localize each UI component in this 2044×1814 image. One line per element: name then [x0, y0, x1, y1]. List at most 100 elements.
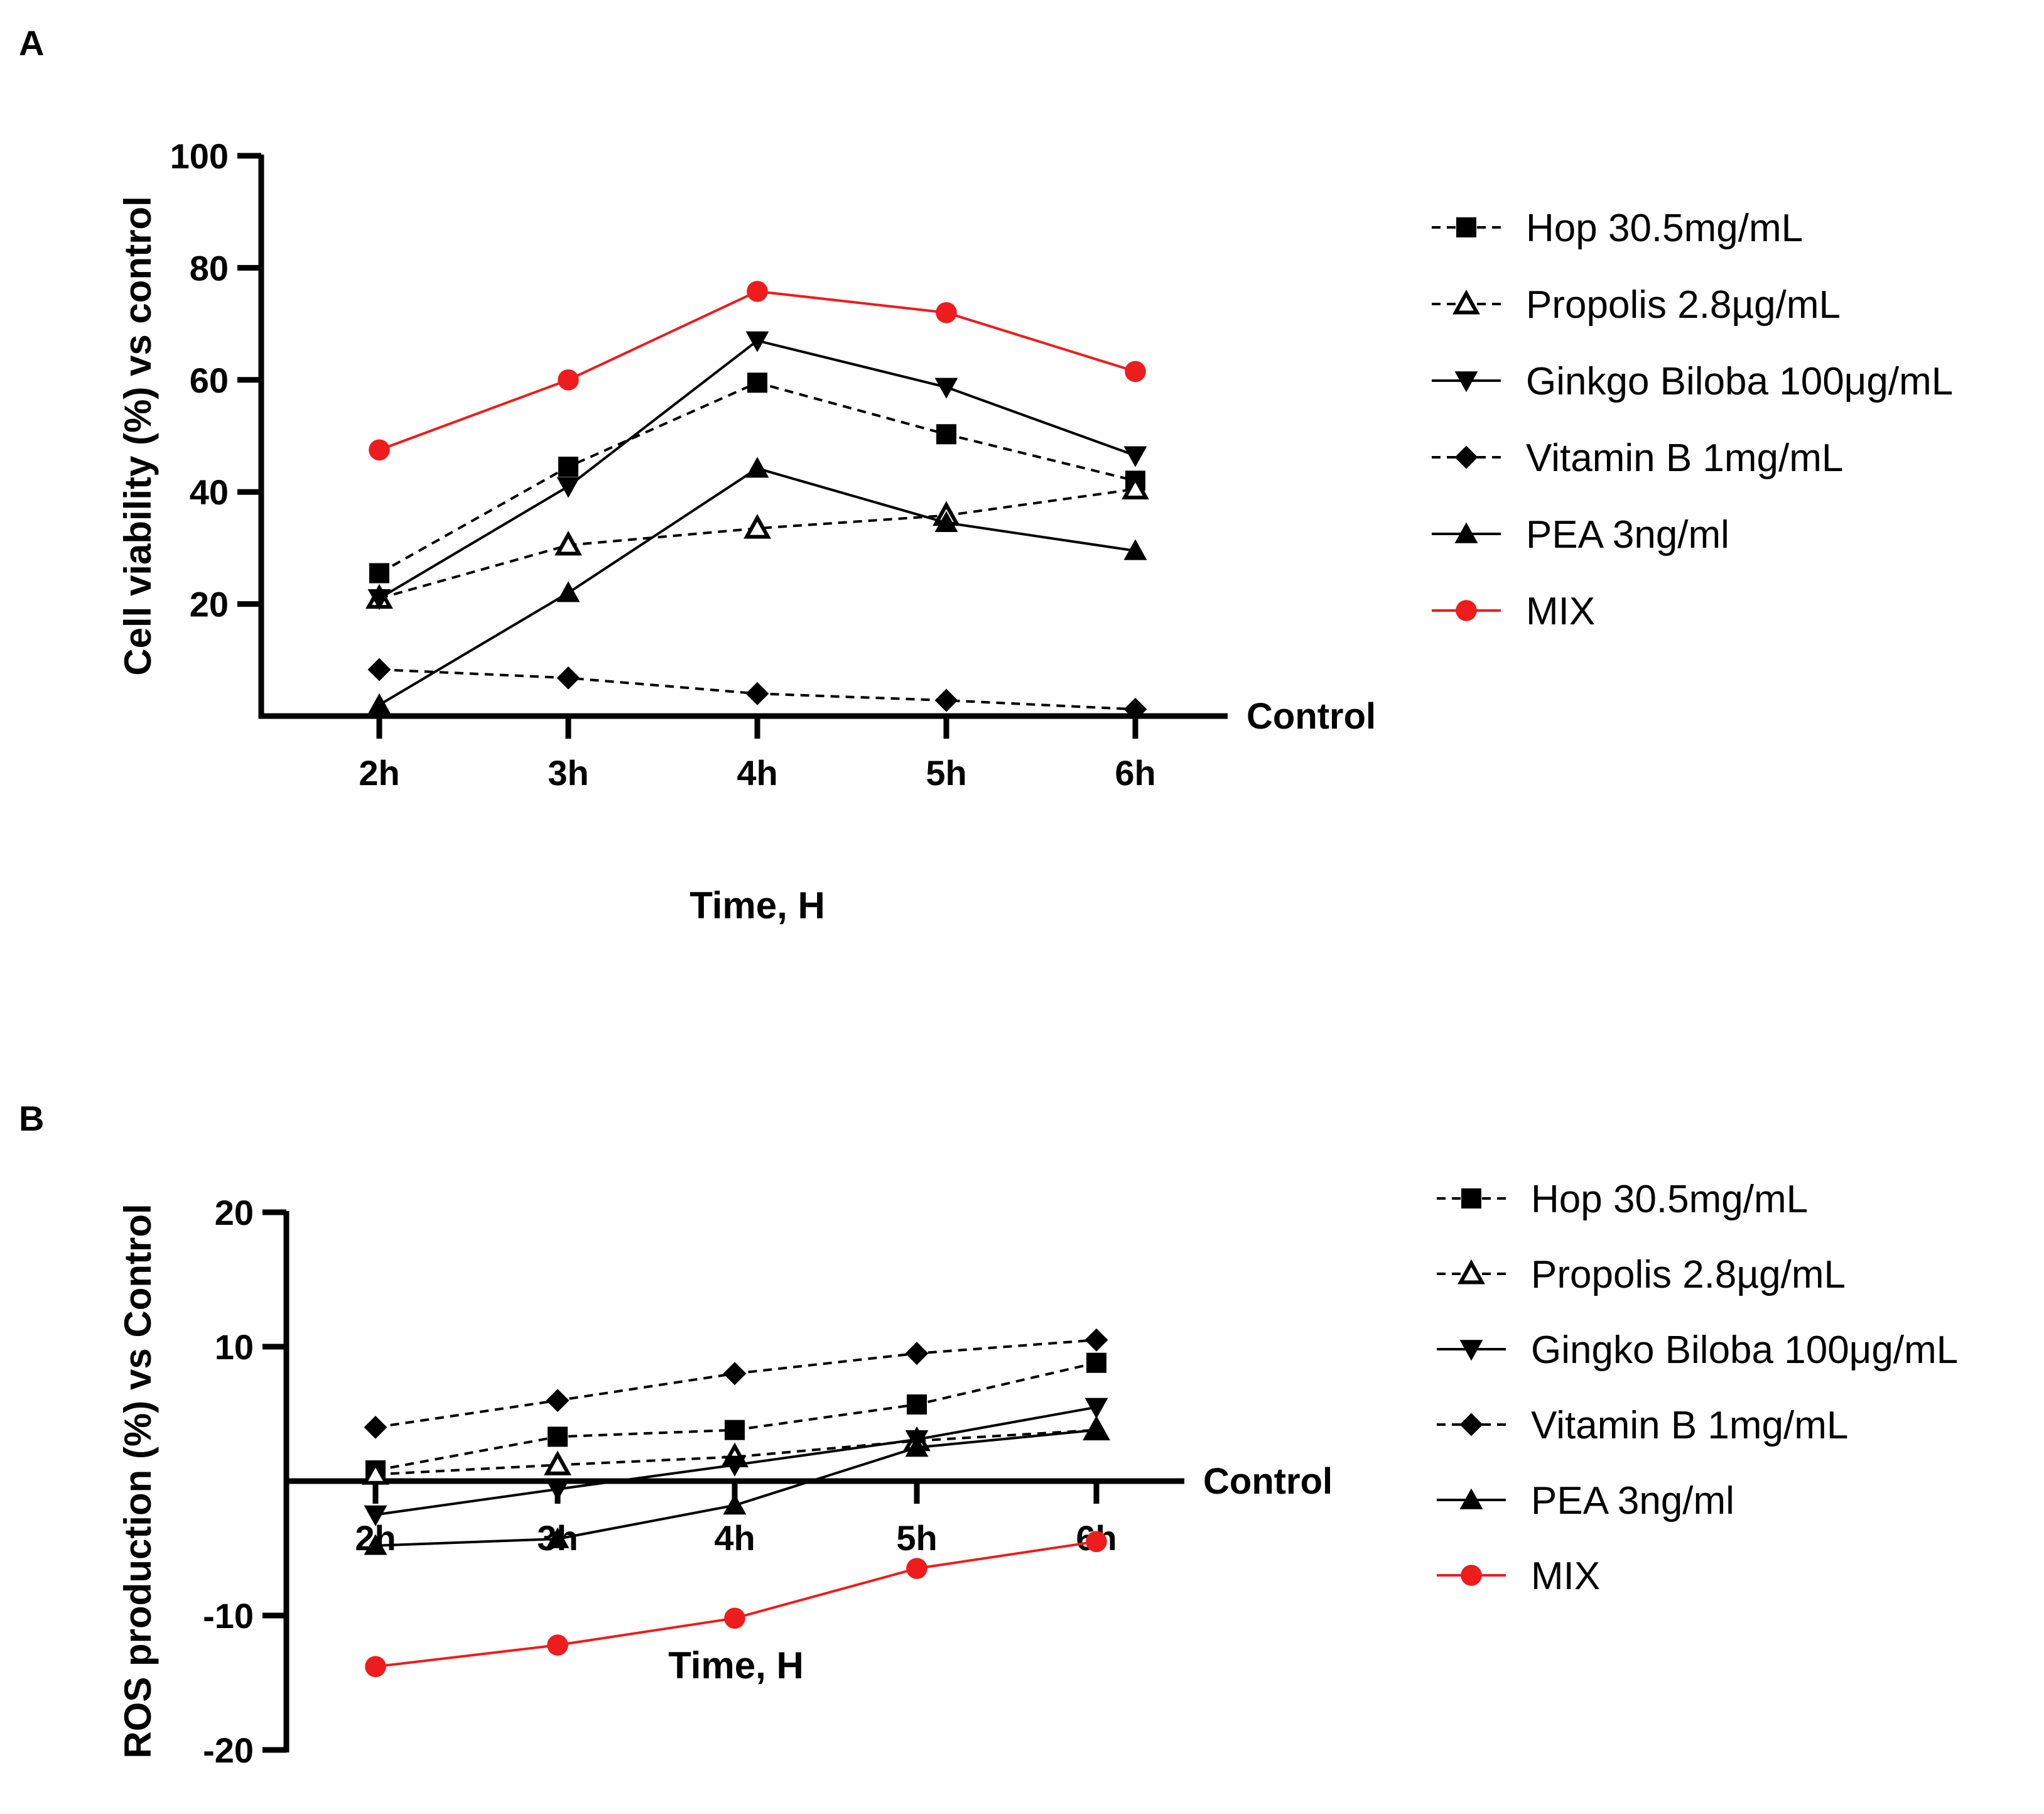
data-point	[905, 1436, 929, 1457]
data-point	[558, 457, 578, 477]
y-axis-title: ROS production (%) vs Control	[117, 1203, 159, 1758]
legend-marker	[1459, 1413, 1483, 1437]
data-point	[745, 457, 769, 478]
data-point	[1086, 1352, 1106, 1373]
panel-b-letter: B	[19, 1099, 44, 1138]
x-tick-label: 4h	[714, 1518, 755, 1558]
y-tick-label: 10	[215, 1327, 254, 1367]
x-tick-label: 5h	[926, 753, 966, 793]
data-point	[723, 1362, 747, 1386]
data-point	[747, 372, 767, 393]
y-axis-title: Cell viability (%) vs control	[117, 196, 159, 676]
data-point	[367, 589, 391, 611]
data-point	[556, 581, 580, 602]
legend-marker	[1456, 217, 1476, 237]
legend-entry-pea-3ng-ml: PEA 3ng/ml	[1437, 1479, 1734, 1523]
legend-label: Vitamin B 1mg/mL	[1531, 1404, 1848, 1447]
legend-marker	[1459, 1340, 1483, 1361]
data-point	[1084, 1328, 1108, 1352]
y-tick-label: -20	[203, 1730, 254, 1770]
legend-entry-mix: MIX	[1432, 590, 1595, 633]
data-point	[367, 658, 391, 682]
legend-marker	[1452, 290, 1480, 315]
series-line	[379, 487, 1136, 600]
data-point	[1125, 361, 1146, 383]
legend-entry-pea-3ng-ml: PEA 3ng/ml	[1432, 513, 1729, 557]
legend-label: Ginkgo Biloba 100μg/mL	[1526, 360, 1953, 403]
data-point	[936, 301, 957, 323]
legend-label: PEA 3ng/ml	[1531, 1479, 1734, 1523]
series-mix	[369, 281, 1146, 461]
data-point	[744, 514, 771, 539]
legend-marker	[1454, 445, 1478, 469]
data-point	[725, 1420, 745, 1440]
panel-a-legend: Hop 30.5mg/mL Propolis 2.8µg/mL Ginkgo Bil…	[1432, 207, 1953, 633]
y-tick-label: 80	[190, 248, 229, 288]
y-tick-label: 20	[190, 585, 229, 624]
x-tick-label: 5h	[896, 1518, 937, 1558]
legend-entry-hop-30-5mg-ml: Hop 30.5mg/mL	[1437, 1178, 1808, 1221]
y-tick-label: 100	[170, 136, 229, 176]
panel-a-plot: Control 20 40 60 80 100 2h 3h 4h 5h 6h Time, H Cell …	[117, 136, 1376, 926]
legend-marker	[1459, 1488, 1483, 1509]
data-point	[1122, 474, 1149, 500]
y-tick-label: 40	[190, 472, 229, 512]
data-point	[1084, 1418, 1108, 1440]
series-mix	[365, 1531, 1107, 1678]
x-axis-title: Time, H	[689, 884, 825, 926]
data-point	[364, 1505, 387, 1526]
data-point	[723, 1455, 747, 1477]
series-line	[379, 290, 1136, 452]
data-point	[934, 511, 958, 532]
data-point	[554, 530, 582, 556]
legend-label: Hop 30.5mg/mL	[1531, 1178, 1808, 1221]
panel-a: A Control 20 40 60 80 100 2h 3h 4h 5h 6h Time, H Cel…	[19, 23, 1953, 926]
legend-entry-gingko-biloba-100-g-ml: Gingko Biloba 100μg/mL	[1437, 1328, 1958, 1372]
series-propolis-2-8-g-ml	[365, 474, 1149, 609]
legend-label: Hop 30.5mg/mL	[1526, 207, 1803, 250]
series-line	[375, 1428, 1097, 1476]
data-point	[934, 377, 958, 399]
series-ginkgo-biloba-100-g-ml	[367, 331, 1147, 611]
y-tick-label: -10	[203, 1596, 254, 1636]
data-point	[364, 1534, 387, 1555]
data-point	[905, 1342, 929, 1366]
data-point	[724, 1607, 745, 1629]
data-point	[367, 693, 391, 714]
series-vitamin-b-1mg-ml	[364, 1328, 1108, 1439]
data-point	[1123, 446, 1147, 467]
legend-label: Propolis 2.8µg/mL	[1526, 283, 1841, 327]
data-point	[936, 424, 956, 445]
series-hop-30-5mg-ml	[369, 372, 1145, 584]
data-point	[906, 1558, 927, 1579]
legend-entry-mix: MIX	[1437, 1555, 1600, 1598]
legend-entry-hop-30-5mg-ml: Hop 30.5mg/mL	[1432, 207, 1803, 250]
series-line	[379, 381, 1136, 575]
control-label: Control	[1246, 696, 1376, 737]
x-tick-label: 4h	[737, 753, 777, 793]
y-tick-label: 60	[190, 361, 229, 400]
data-point	[1123, 539, 1147, 560]
y-tick-label: 20	[215, 1193, 254, 1232]
x-tick-label: 2h	[359, 753, 399, 793]
legend-marker	[1454, 522, 1478, 543]
legend-marker	[1461, 1565, 1482, 1586]
legend-label: PEA 3ng/ml	[1526, 513, 1729, 557]
series-pea-3ng-ml	[367, 457, 1147, 714]
data-point	[546, 1527, 570, 1548]
series-vitamin-b-1mg-ml	[367, 658, 1147, 721]
data-point	[1123, 697, 1147, 721]
legend-marker	[1457, 1259, 1485, 1284]
series-pea-3ng-ml	[364, 1418, 1108, 1555]
data-point	[369, 563, 389, 584]
data-point	[1084, 1398, 1108, 1419]
data-point	[745, 331, 769, 352]
data-point	[907, 1394, 927, 1415]
data-point	[723, 1494, 747, 1515]
data-point	[1086, 1531, 1107, 1553]
legend-marker	[1456, 600, 1477, 621]
legend-entry-vitamin-b-1mg-ml: Vitamin B 1mg/mL	[1432, 437, 1843, 480]
